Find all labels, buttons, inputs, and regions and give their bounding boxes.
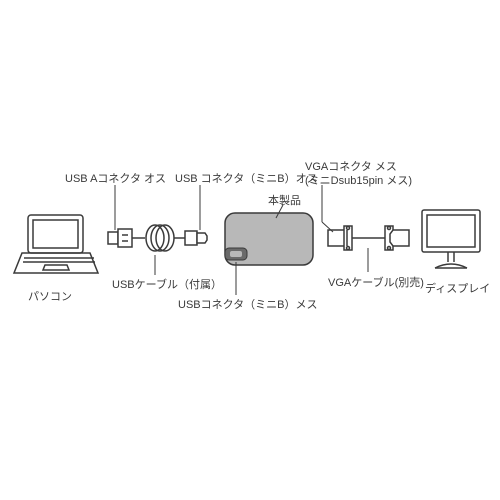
vga-cable-icon xyxy=(328,226,409,250)
usb-cable-icon xyxy=(108,225,207,251)
label-usb-mini-b-female: USBコネクタ（ミニB）メス xyxy=(178,296,318,312)
label-pc: パソコン xyxy=(28,288,72,304)
diagram-svg xyxy=(0,0,500,500)
label-vga-cable: VGAケーブル(別売) xyxy=(328,274,424,290)
label-usb-cable: USBケーブル（付属） xyxy=(112,276,222,292)
diagram-canvas: USB Aコネクタ オス USB コネクタ（ミニB）オス VGAコネクタ メス … xyxy=(0,0,500,500)
label-display: ディスプレイ xyxy=(425,280,490,296)
label-usb-mini-b-male: USB コネクタ（ミニB）オス xyxy=(175,170,318,186)
laptop-icon xyxy=(14,215,98,273)
label-usb-a-male: USB Aコネクタ オス xyxy=(65,170,166,186)
label-this-product: 本製品 xyxy=(268,192,301,208)
device-icon xyxy=(225,213,313,265)
monitor-icon xyxy=(422,210,480,268)
label-vga-female-sub: (ミニDsub15pin メス) xyxy=(305,172,412,188)
